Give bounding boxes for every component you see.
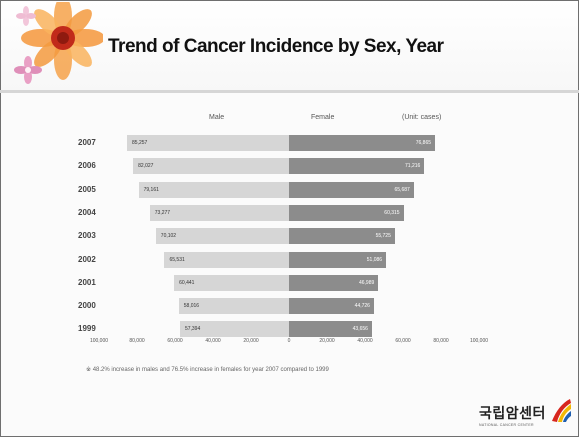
male-bar bbox=[174, 274, 289, 291]
female-bar bbox=[289, 274, 379, 291]
logo-subtitle: NATIONAL CANCER CENTER bbox=[479, 423, 534, 427]
axis-tick-label: 40,000 bbox=[357, 338, 373, 344]
logo-brush-icon bbox=[551, 399, 571, 422]
male-value-label: 58,016 bbox=[183, 303, 200, 310]
axis-tick-label: 20,000 bbox=[243, 338, 259, 344]
female-value-label: 76,865 bbox=[415, 140, 432, 146]
male-bar bbox=[149, 204, 289, 221]
year-label: 1999 bbox=[78, 324, 96, 334]
year-label: 2006 bbox=[78, 161, 96, 171]
female-value-label: 60,315 bbox=[384, 209, 400, 216]
axis-tick-label: 60,000 bbox=[167, 338, 183, 344]
slide-header bbox=[1, 1, 578, 90]
axis-tick-label: 80,000 bbox=[129, 338, 145, 344]
female-value-label: 43,656 bbox=[352, 326, 368, 333]
female-value-label: 46,989 bbox=[358, 279, 375, 286]
female-bar bbox=[289, 204, 404, 221]
male-bar bbox=[164, 251, 289, 268]
unit-label: (Unit: cases) bbox=[402, 114, 442, 121]
year-label: 2000 bbox=[78, 301, 96, 311]
male-bar bbox=[178, 298, 289, 315]
female-value-label: 65,687 bbox=[394, 186, 410, 193]
male-bar bbox=[138, 181, 289, 198]
year-label: 2001 bbox=[78, 277, 96, 287]
female-bar bbox=[289, 228, 395, 245]
axis-tick-label: 40,000 bbox=[205, 338, 221, 344]
female-bar bbox=[289, 321, 372, 338]
male-value-label: 70,102 bbox=[160, 233, 177, 240]
legend-male: Male bbox=[209, 114, 225, 121]
national-cancer-center-logo: 국립암센터 NATIONAL CANCER CENTER bbox=[479, 397, 573, 427]
male-value-label: 79,161 bbox=[143, 186, 159, 193]
male-value-label: 65,531 bbox=[169, 256, 185, 263]
female-bar bbox=[289, 181, 414, 198]
header-divider bbox=[0, 90, 579, 93]
flower-decoration-icon bbox=[14, 2, 103, 84]
male-bar bbox=[133, 158, 289, 175]
male-bar bbox=[179, 321, 289, 338]
axis-tick-label: 60,000 bbox=[395, 338, 411, 344]
chart-footnote: ※ 48.2% increase in males and 76.5% incr… bbox=[86, 367, 329, 373]
female-value-label: 51,086 bbox=[366, 256, 383, 263]
male-value-label: 82,027 bbox=[138, 163, 154, 170]
female-bar bbox=[289, 135, 436, 151]
female-value-label: 71,216 bbox=[405, 163, 421, 170]
female-bar bbox=[289, 251, 387, 268]
male-bar bbox=[127, 135, 289, 151]
logo-name: 국립암센터 bbox=[479, 405, 546, 421]
male-value-label: 73,277 bbox=[154, 209, 171, 216]
female-value-label: 55,725 bbox=[375, 233, 391, 240]
legend-female: Female bbox=[311, 114, 335, 121]
male-value-label: 57,394 bbox=[184, 326, 201, 333]
axis-tick-label: 80,000 bbox=[433, 338, 449, 344]
axis-tick-label: 100,000 bbox=[469, 338, 489, 344]
year-label: 2004 bbox=[78, 207, 96, 217]
year-label: 2003 bbox=[78, 231, 96, 241]
year-label: 2007 bbox=[78, 138, 96, 147]
female-value-label: 44,726 bbox=[354, 303, 370, 310]
year-label: 2002 bbox=[78, 254, 96, 264]
female-bar bbox=[289, 158, 425, 175]
axis-tick-label: 0 bbox=[287, 338, 291, 344]
male-value-label: 85,257 bbox=[132, 140, 148, 146]
female-bar bbox=[289, 298, 374, 315]
axis-tick-label: 100,000 bbox=[89, 338, 109, 344]
male-bar bbox=[155, 228, 289, 245]
male-value-label: 60,441 bbox=[179, 279, 195, 286]
page-title: Trend of Cancer Incidence by Sex, Year bbox=[108, 36, 444, 57]
axis-tick-label: 20,000 bbox=[319, 338, 335, 344]
year-label: 2005 bbox=[78, 184, 96, 194]
